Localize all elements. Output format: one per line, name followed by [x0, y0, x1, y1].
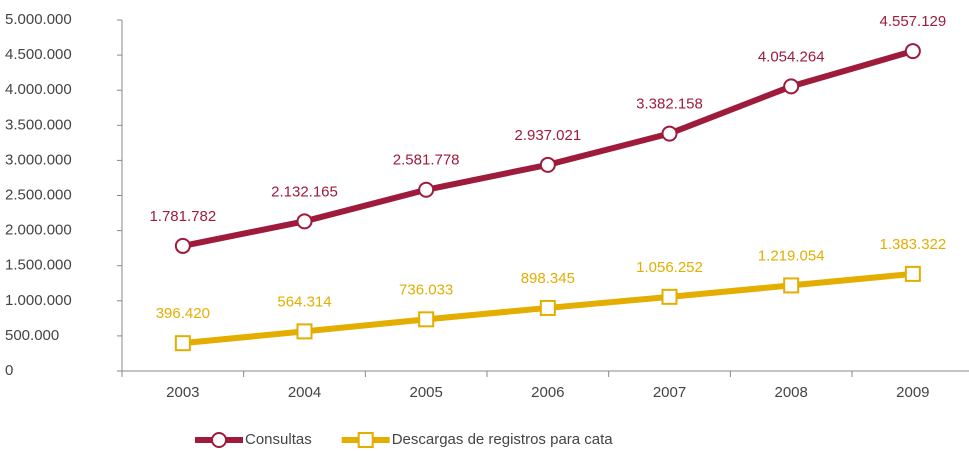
- y-tick-label: 1.000.000: [5, 292, 72, 309]
- y-tick-label: 2.000.000: [5, 222, 72, 239]
- y-tick-label: 1.500.000: [5, 257, 72, 274]
- legend-label: Consultas: [245, 431, 312, 448]
- x-tick-label: 2005: [409, 384, 442, 401]
- x-tick-label: 2006: [531, 384, 564, 401]
- data-label: 1.383.322: [879, 236, 946, 253]
- point: [418, 181, 435, 198]
- point: [174, 335, 191, 352]
- data-label: 1.781.782: [149, 208, 216, 225]
- series-line: [182, 48, 914, 249]
- point: [296, 213, 313, 230]
- x-tick-label: 2004: [288, 384, 321, 401]
- data-label: 3.382.158: [636, 96, 703, 113]
- point: [783, 78, 800, 95]
- legend-label: Descargas de registros para cata: [392, 431, 614, 448]
- y-tick-label: 5.000.000: [5, 11, 72, 28]
- x-tick-label: 2007: [653, 384, 686, 401]
- data-label: 1.219.054: [758, 247, 825, 264]
- data-label: 396.420: [156, 305, 210, 322]
- y-tick-label: 3.500.000: [5, 116, 72, 133]
- y-tick-label: 500.000: [5, 327, 59, 344]
- point: [296, 323, 313, 340]
- data-label: 4.557.129: [879, 13, 946, 30]
- point: [661, 288, 678, 305]
- point: [418, 311, 435, 328]
- y-tick-label: 4.000.000: [5, 81, 72, 98]
- data-label: 1.056.252: [636, 259, 703, 276]
- point: [904, 265, 921, 282]
- y-tick-label: 3.000.000: [5, 151, 72, 168]
- point: [783, 277, 800, 294]
- x-tick-label: 2009: [896, 384, 929, 401]
- data-label: 2.132.165: [271, 183, 338, 200]
- y-tick-label: 2.500.000: [5, 186, 72, 203]
- data-label: 736.033: [399, 281, 453, 298]
- data-label: 4.054.264: [758, 48, 825, 65]
- point: [661, 125, 678, 142]
- data-label: 898.345: [521, 270, 575, 287]
- point: [539, 299, 556, 316]
- legend-marker: [211, 432, 227, 448]
- y-tick-label: 0: [5, 362, 13, 379]
- data-label: 2.581.778: [393, 152, 460, 169]
- data-label: 564.314: [277, 293, 331, 310]
- point: [539, 156, 556, 173]
- x-tick-label: 2003: [166, 384, 199, 401]
- data-label: 2.937.021: [514, 127, 581, 144]
- x-tick-label: 2008: [774, 384, 807, 401]
- y-tick-label: 4.500.000: [5, 46, 72, 63]
- point: [904, 43, 921, 60]
- legend-marker: [357, 432, 374, 448]
- point: [174, 237, 191, 254]
